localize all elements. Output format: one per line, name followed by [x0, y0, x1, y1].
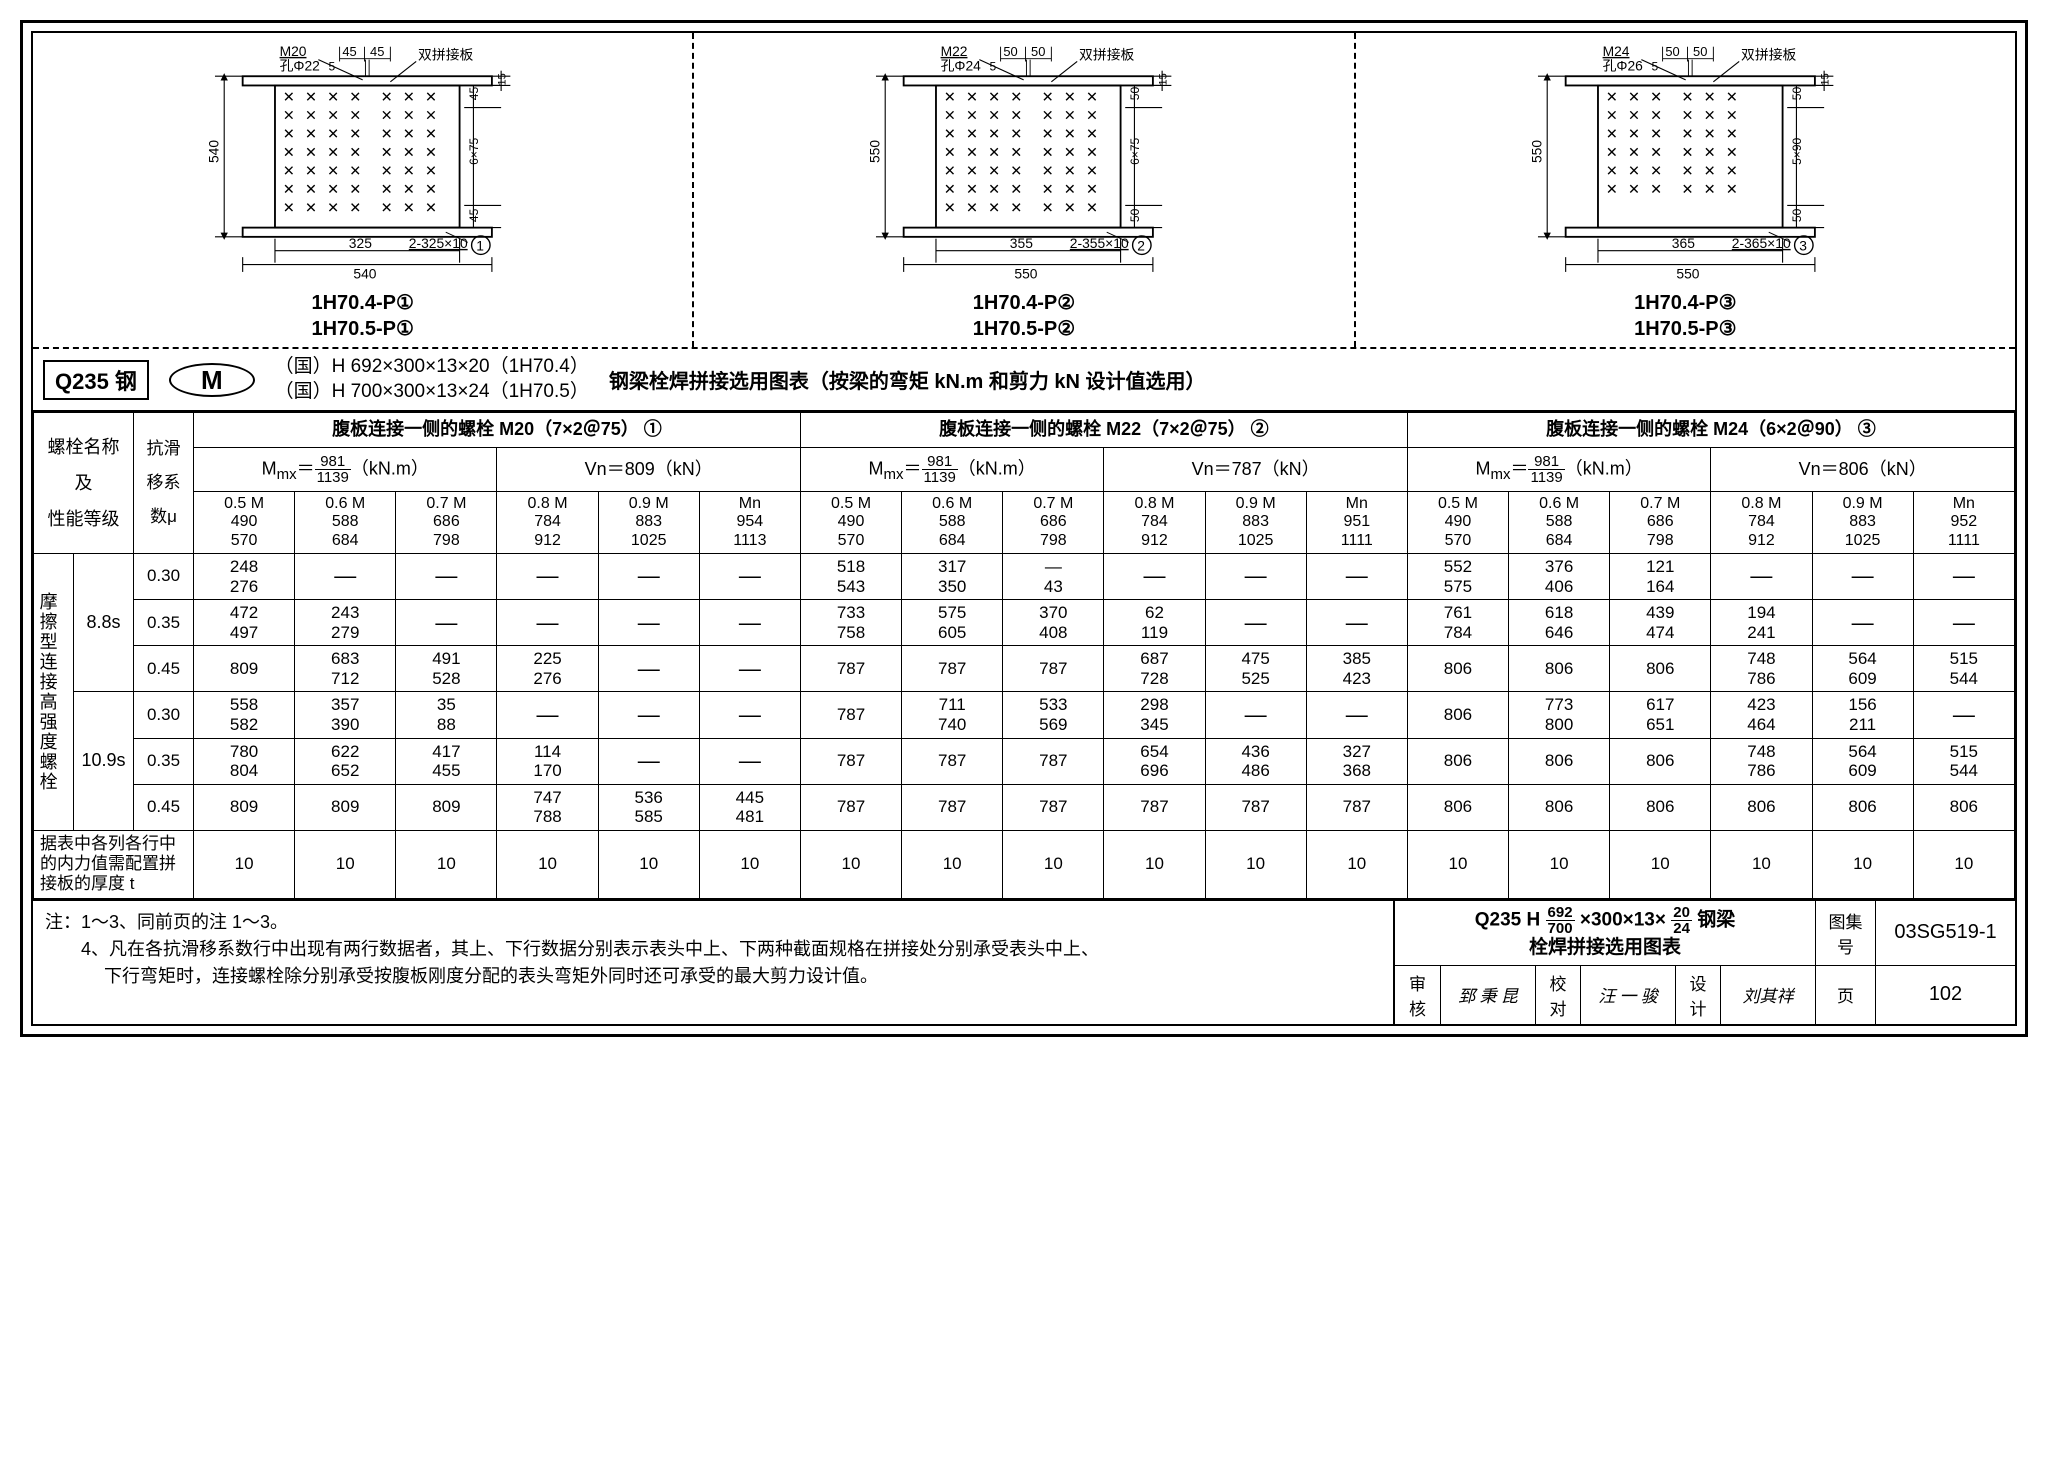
- svg-text:50: 50: [1128, 87, 1142, 101]
- splice-svg: M20 孔Φ22 45 45 5 双拼接板 540: [53, 43, 672, 283]
- svg-text:双拼接板: 双拼接板: [418, 47, 473, 63]
- beam-specs: （国）H 692×300×13×20（1H70.4） （国）H 700×300×…: [275, 355, 589, 404]
- svg-text:双拼接板: 双拼接板: [1741, 47, 1796, 63]
- diagram-2: M22 孔Φ24 50 50 5 双拼接板 550: [694, 33, 1355, 347]
- header-strip: Q235 钢 M （国）H 692×300×13×20（1H70.4） （国）H…: [33, 349, 2015, 412]
- spec-line-1: （国）H 692×300×13×20（1H70.4）: [275, 355, 589, 380]
- check-label: 审核: [1395, 966, 1440, 1024]
- svg-text:50: 50: [1128, 208, 1142, 222]
- svg-text:45: 45: [342, 44, 356, 59]
- svg-text:15: 15: [1819, 73, 1831, 85]
- proof-label: 校对: [1535, 966, 1580, 1024]
- diagram-code: 1H70.4-P③1H70.5-P③: [1376, 290, 1995, 342]
- svg-text:325: 325: [349, 235, 372, 251]
- svg-text:550: 550: [1015, 265, 1038, 281]
- splice-svg: M24 孔Φ26 50 50 5 双拼接板 550: [1376, 43, 1995, 283]
- titleblock-title: Q235 H 692700 ×300×13× 2024 钢梁 栓焊拼接选用图表: [1395, 901, 1815, 965]
- diagram-row: M20 孔Φ22 45 45 5 双拼接板 540: [33, 33, 2015, 349]
- diagram-1: M20 孔Φ22 45 45 5 双拼接板 540: [33, 33, 694, 347]
- svg-text:365: 365: [1671, 235, 1694, 251]
- svg-text:2-355×10: 2-355×10: [1070, 235, 1129, 251]
- svg-text:5×90: 5×90: [1790, 137, 1804, 164]
- notes: 注：1～3、同前页的注 1～3。 4、凡在各抗滑移系数行中出现有两行数据者，其上…: [33, 901, 1395, 1024]
- svg-text:15: 15: [497, 73, 509, 85]
- svg-text:2-325×10: 2-325×10: [409, 235, 468, 251]
- bottom-area: 注：1～3、同前页的注 1～3。 4、凡在各抗滑移系数行中出现有两行数据者，其上…: [33, 899, 2015, 1024]
- svg-text:15: 15: [1158, 73, 1170, 85]
- svg-text:6×75: 6×75: [467, 137, 481, 164]
- diagram-3: M24 孔Φ26 50 50 5 双拼接板 550: [1356, 33, 2015, 347]
- svg-text:孔Φ26: 孔Φ26: [1602, 58, 1643, 74]
- svg-text:双拼接板: 双拼接板: [1079, 47, 1134, 63]
- svg-text:550: 550: [1528, 140, 1544, 163]
- check-sig: 郅 秉 昆: [1440, 966, 1535, 1024]
- svg-text:孔Φ22: 孔Φ22: [280, 58, 320, 74]
- data-table: 螺栓名称及性能等级 抗滑移系数μ 腹板连接一侧的螺栓 M20（7×2＠75） ①…: [33, 412, 2015, 899]
- m-oval: M: [169, 363, 255, 397]
- svg-text:M20: M20: [280, 43, 307, 59]
- svg-text:2: 2: [1138, 238, 1146, 254]
- spec-line-2: （国）H 700×300×13×24（1H70.5）: [275, 380, 589, 405]
- svg-text:50: 50: [1790, 87, 1804, 101]
- table-body: 螺栓名称及性能等级 抗滑移系数μ 腹板连接一侧的螺栓 M20（7×2＠75） ①…: [34, 413, 2015, 899]
- svg-text:6×75: 6×75: [1128, 137, 1142, 164]
- svg-text:3: 3: [1799, 238, 1807, 254]
- svg-text:540: 540: [206, 140, 222, 163]
- svg-text:540: 540: [353, 265, 376, 281]
- svg-text:50: 50: [1693, 44, 1707, 59]
- svg-text:M22: M22: [941, 43, 968, 59]
- title-block: Q235 H 692700 ×300×13× 2024 钢梁 栓焊拼接选用图表 …: [1395, 901, 2015, 1024]
- svg-text:45: 45: [467, 208, 481, 222]
- design-label: 设计: [1675, 966, 1720, 1024]
- svg-text:45: 45: [370, 44, 384, 59]
- set-label: 图集号: [1815, 901, 1875, 965]
- table-title: 钢梁栓焊拼接选用图表（按梁的弯矩 kN.m 和剪力 kN 设计值选用）: [609, 365, 2005, 394]
- inner-frame: M20 孔Φ22 45 45 5 双拼接板 540: [31, 31, 2017, 1026]
- diagram-code: 1H70.4-P②1H70.5-P②: [714, 290, 1333, 342]
- svg-text:1: 1: [476, 238, 484, 254]
- svg-text:2-365×10: 2-365×10: [1731, 235, 1790, 251]
- svg-text:5: 5: [990, 60, 997, 74]
- svg-text:50: 50: [1790, 208, 1804, 222]
- svg-text:45: 45: [467, 87, 481, 101]
- svg-text:550: 550: [867, 140, 883, 163]
- set-value: 03SG519-1: [1875, 901, 2015, 965]
- outer-frame: M20 孔Φ22 45 45 5 双拼接板 540: [20, 20, 2028, 1037]
- svg-text:M24: M24: [1602, 43, 1629, 59]
- splice-svg: M22 孔Φ24 50 50 5 双拼接板 550: [714, 43, 1333, 283]
- svg-text:550: 550: [1676, 265, 1699, 281]
- svg-text:50: 50: [1665, 44, 1679, 59]
- page-value: 102: [1875, 966, 2015, 1024]
- svg-text:50: 50: [1031, 44, 1045, 59]
- svg-text:355: 355: [1010, 235, 1033, 251]
- svg-text:孔Φ24: 孔Φ24: [941, 58, 982, 74]
- diagram-code: 1H70.4-P①1H70.5-P①: [53, 290, 672, 342]
- proof-sig: 汪 一 骏: [1580, 966, 1675, 1024]
- steel-grade-box: Q235 钢: [43, 360, 149, 400]
- svg-text:50: 50: [1004, 44, 1018, 59]
- page-label: 页: [1815, 966, 1875, 1024]
- svg-text:5: 5: [329, 60, 336, 74]
- svg-text:5: 5: [1651, 60, 1658, 74]
- design-sig: 刘其祥: [1720, 966, 1815, 1024]
